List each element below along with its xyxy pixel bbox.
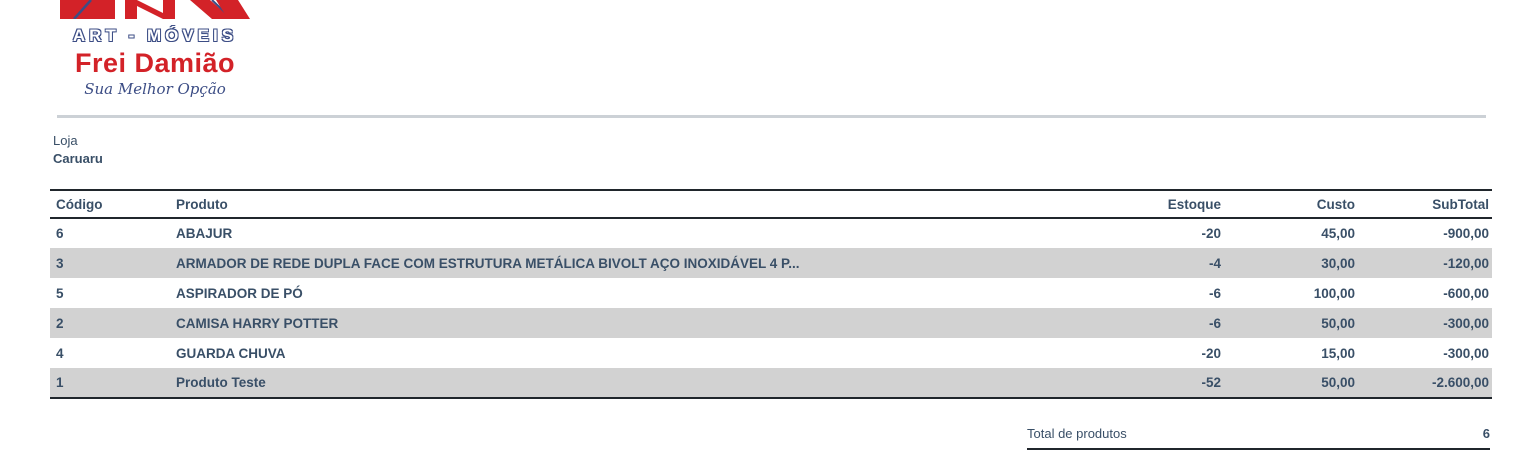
cell-custo: 50,00 bbox=[1321, 315, 1355, 331]
cell-codigo: 2 bbox=[56, 315, 64, 331]
cell-produto: ARMADOR DE REDE DUPLA FACE COM ESTRUTURA… bbox=[176, 255, 800, 271]
products-table: Código Produto Estoque Custo SubTotal 6 A… bbox=[50, 189, 1492, 399]
table-row: 2 CAMISA HARRY POTTER -6 50,00 -300,00 bbox=[50, 308, 1492, 338]
store-name: Caruaru bbox=[53, 151, 103, 166]
header-custo: Custo bbox=[1224, 189, 1358, 219]
cell-subtotal: -900,00 bbox=[1443, 226, 1489, 241]
table-row: 1 Produto Teste -52 50,00 -2.600,00 bbox=[50, 368, 1492, 399]
cell-estoque: -20 bbox=[1201, 345, 1221, 361]
products-table-body: 6 ABAJUR -20 45,00 -900,00 3 ARMADOR DE REDE D… bbox=[50, 218, 1492, 399]
cell-estoque: -6 bbox=[1208, 285, 1221, 301]
cell-estoque: -20 bbox=[1201, 226, 1221, 241]
header-codigo: Código bbox=[50, 189, 170, 219]
header-subtotal: SubTotal bbox=[1358, 189, 1492, 219]
cell-produto: CAMISA HARRY POTTER bbox=[176, 315, 339, 331]
products-table-header: Código Produto Estoque Custo SubTotal bbox=[50, 189, 1492, 219]
cell-custo: 15,00 bbox=[1321, 345, 1355, 361]
logo-letters-icon bbox=[60, 0, 250, 19]
total-row: Total de produtos 6 bbox=[1027, 426, 1490, 450]
logo-slogan-text: Sua Melhor Opção bbox=[84, 80, 226, 98]
cell-codigo: 5 bbox=[56, 285, 64, 301]
logo-art-moveis-text: ART - MÓVEIS bbox=[72, 26, 238, 45]
cell-subtotal: -600,00 bbox=[1443, 285, 1489, 301]
cell-codigo: 3 bbox=[56, 255, 64, 271]
cell-subtotal: -300,00 bbox=[1443, 345, 1489, 361]
cell-produto: GUARDA CHUVA bbox=[176, 345, 286, 361]
header-produto: Produto bbox=[170, 189, 1059, 219]
cell-estoque: -52 bbox=[1059, 368, 1224, 399]
table-row: 4 GUARDA CHUVA -20 15,00 -300,00 bbox=[50, 338, 1492, 368]
cell-custo: 100,00 bbox=[1313, 285, 1355, 301]
store-block: Loja Caruaru bbox=[53, 132, 103, 168]
table-row: 6 ABAJUR -20 45,00 -900,00 bbox=[50, 218, 1492, 248]
cell-custo: 50,00 bbox=[1224, 368, 1358, 399]
cell-subtotal: -300,00 bbox=[1443, 315, 1489, 331]
cell-custo: 30,00 bbox=[1321, 255, 1355, 271]
cell-codigo: 6 bbox=[56, 226, 64, 241]
table-row: 5 ASPIRADOR DE PÓ -6 100,00 -600,00 bbox=[50, 278, 1492, 308]
cell-subtotal: -120,00 bbox=[1443, 255, 1489, 271]
table-row: 3 ARMADOR DE REDE DUPLA FACE COM ESTRUTUR… bbox=[50, 248, 1492, 278]
cell-codigo: 1 bbox=[50, 368, 170, 399]
cell-codigo: 4 bbox=[56, 345, 64, 361]
company-logo: ART - MÓVEIS Frei Damião Sua Melhor Opçã… bbox=[45, 0, 265, 98]
logo-frei-damiao-text: Frei Damião bbox=[74, 48, 236, 78]
cell-estoque: -4 bbox=[1208, 255, 1221, 271]
total-value: 6 bbox=[1482, 426, 1490, 441]
cell-produto: Produto Teste bbox=[170, 368, 1059, 399]
cell-subtotal: -2.600,00 bbox=[1358, 368, 1492, 399]
cell-produto: ASPIRADOR DE PÓ bbox=[176, 285, 303, 301]
store-label: Loja bbox=[53, 133, 78, 148]
cell-estoque: -6 bbox=[1208, 315, 1221, 331]
cell-produto: ABAJUR bbox=[176, 226, 233, 241]
header-estoque: Estoque bbox=[1059, 189, 1224, 219]
total-label: Total de produtos bbox=[1027, 426, 1127, 441]
header-divider bbox=[57, 115, 1486, 118]
cell-custo: 45,00 bbox=[1321, 226, 1355, 241]
